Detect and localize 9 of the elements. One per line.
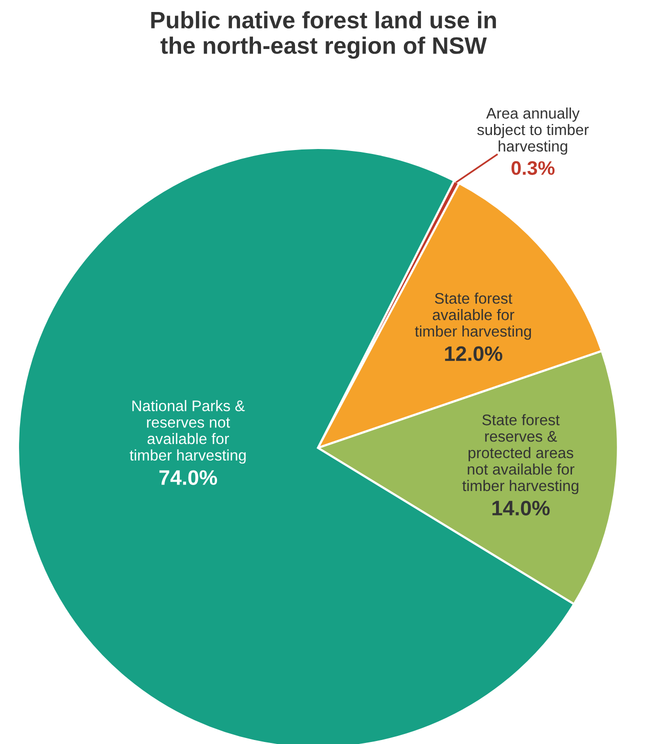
slice-label: State forest available for timber harvesting [414,292,531,340]
slice-label: State forest reserves & protected areas not available for timber harvesting [462,414,578,494]
data-label: 14.0% [492,500,550,516]
data-label: 0.3% [512,161,555,175]
slice-label: National Parks & reserves not available for timber harvesting [130,400,246,464]
chart-title: Public native forest land use in the north-east region of NSW [151,11,496,59]
slice-label: Area annually subject to timber harvesting [477,107,589,155]
data-label: 12.0% [445,346,502,362]
data-label: 74.0% [159,470,218,485]
